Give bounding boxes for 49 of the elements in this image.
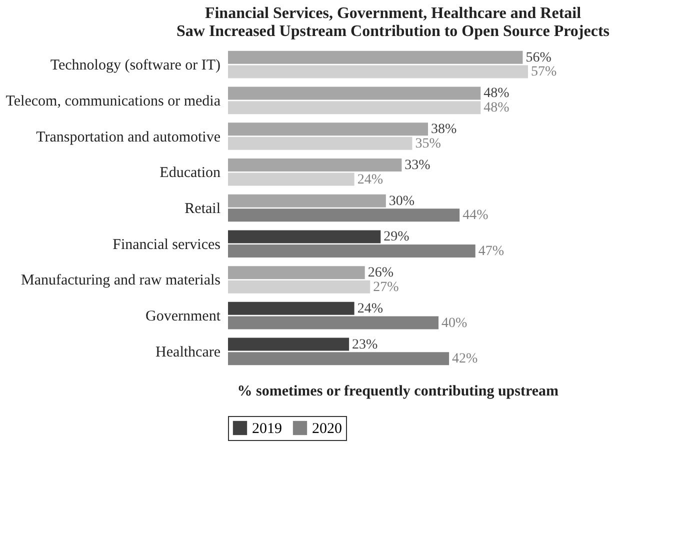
data-label: 40% xyxy=(442,316,468,331)
y-tick-label: Education xyxy=(160,165,221,182)
bar xyxy=(228,158,402,172)
bar xyxy=(228,101,481,114)
data-label: 44% xyxy=(462,208,489,224)
data-label: 35% xyxy=(415,136,442,152)
bar xyxy=(228,244,476,258)
data-label: 27% xyxy=(373,280,400,295)
data-label: 57% xyxy=(531,64,557,80)
legend-label: 2020 xyxy=(312,421,342,437)
bar xyxy=(228,194,386,208)
legend-label: 2019 xyxy=(252,421,282,437)
bar xyxy=(228,338,350,351)
bar xyxy=(228,136,412,150)
x-axis-title: % sometimes or frequently contributing upstream xyxy=(237,384,560,400)
y-tick-label: Transportation and automotive xyxy=(36,129,221,146)
data-label: 24% xyxy=(357,301,384,316)
chart-title: Financial Services, Government, Healthcare and Retail Saw Increased Upstream Contribution to Open Source Projects xyxy=(176,5,610,40)
data-label: 38% xyxy=(431,122,457,138)
y-tick-label: Manufacturing and raw materials xyxy=(20,272,221,289)
y-tick-label: Government xyxy=(146,308,222,325)
bar xyxy=(228,208,460,222)
data-label: 47% xyxy=(478,244,504,260)
bar xyxy=(228,280,370,294)
data-label: 30% xyxy=(388,194,415,209)
bar xyxy=(228,352,450,366)
bar xyxy=(228,230,381,244)
y-tick-label: Technology (software or IT) xyxy=(50,58,220,74)
bar xyxy=(228,122,428,136)
bar xyxy=(228,316,439,330)
data-label: 48% xyxy=(484,100,510,116)
data-label: 42% xyxy=(452,352,478,367)
data-label: 24% xyxy=(357,172,384,188)
data-label: 33% xyxy=(404,158,431,173)
data-label: 23% xyxy=(352,337,378,352)
data-label: 48% xyxy=(484,86,510,102)
data-label: 56% xyxy=(526,50,552,66)
bar xyxy=(228,302,354,315)
y-tick-label: Telecom, communications or media xyxy=(6,93,221,110)
data-label: 26% xyxy=(368,266,394,281)
y-tick-label: Retail xyxy=(184,201,220,217)
data-label: 29% xyxy=(384,230,410,245)
bar xyxy=(228,172,354,186)
bar xyxy=(228,86,481,100)
bar xyxy=(228,266,365,280)
bar xyxy=(228,50,523,64)
bar xyxy=(228,65,528,78)
y-tick-label: Healthcare xyxy=(156,344,221,360)
y-tick-label: Financial services xyxy=(112,236,221,253)
